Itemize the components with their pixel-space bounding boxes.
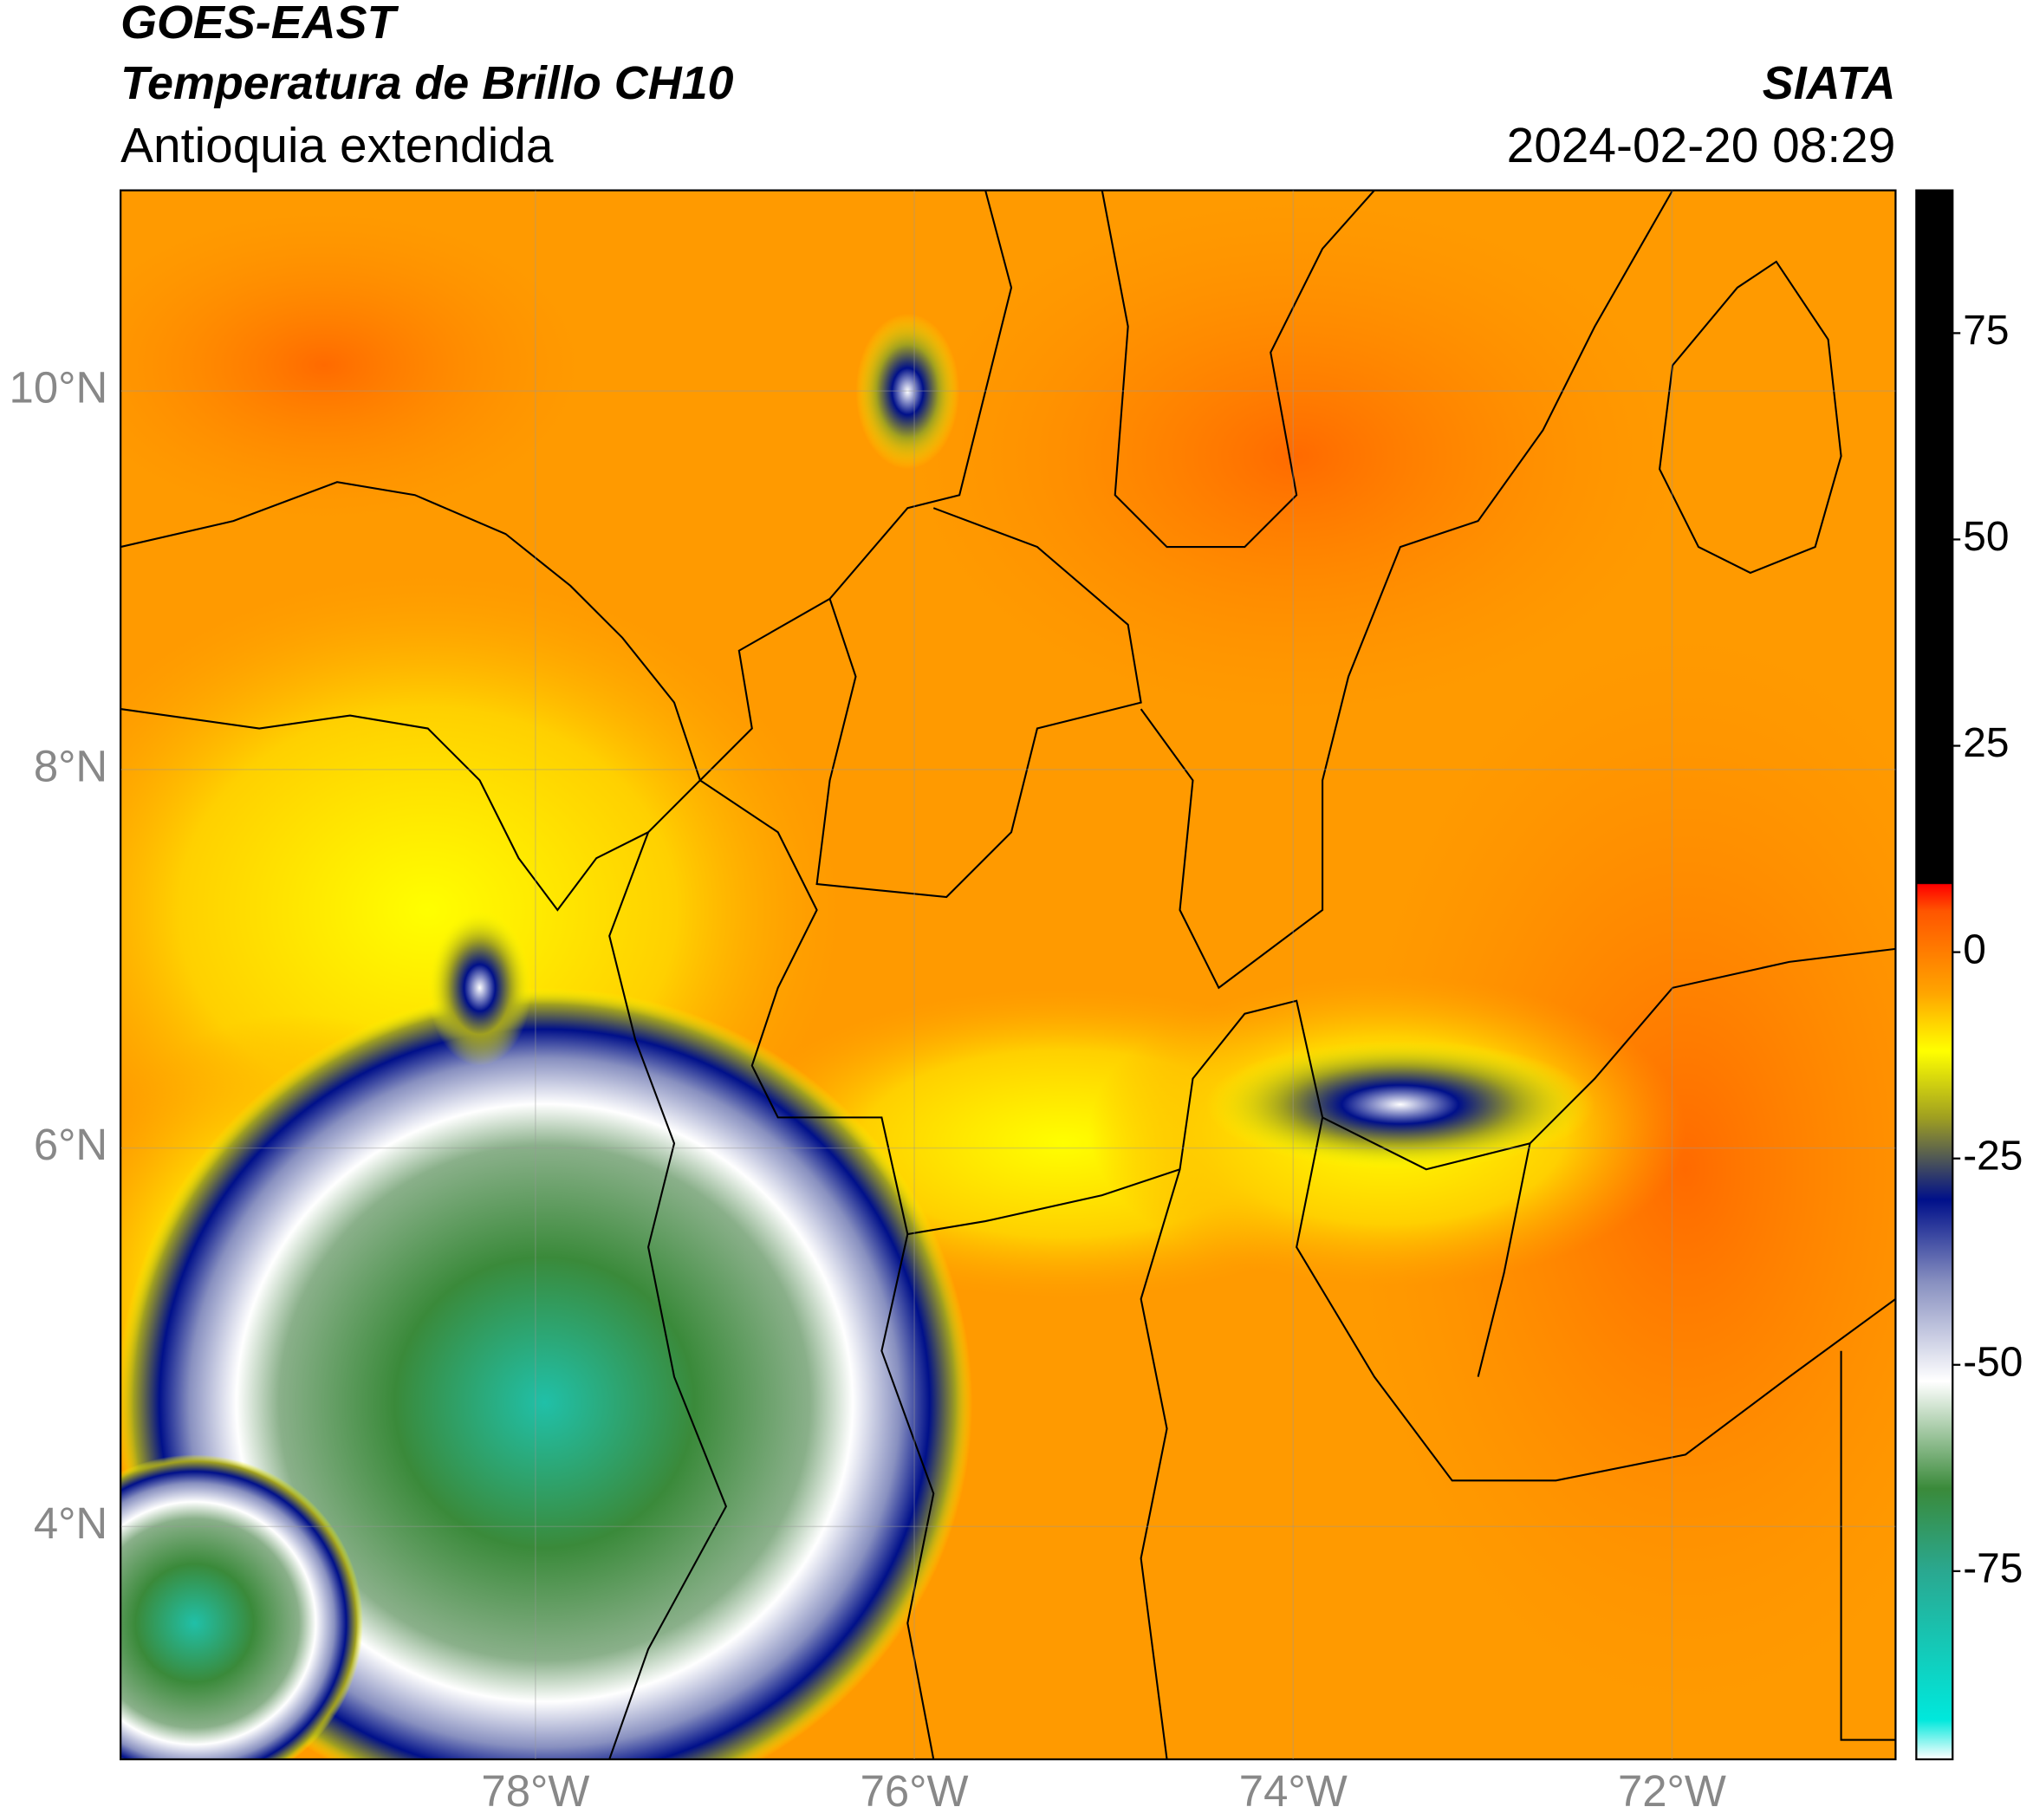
map-frame	[120, 189, 1897, 1761]
colorbar-tick-label: 50	[1963, 514, 2009, 560]
lon-tick-label: 76°W	[861, 1766, 969, 1816]
product-title: Temperatura de Brillo CH10	[120, 57, 733, 109]
colorbar-tick-label: 25	[1963, 720, 2009, 766]
colorbar	[1915, 189, 1954, 1761]
colorbar-tick-label: 75	[1963, 308, 2009, 354]
colorbar-tick-label: -25	[1963, 1133, 2023, 1179]
lat-tick-label: 4°N	[34, 1498, 107, 1548]
lat-tick-label: 10°N	[10, 363, 108, 413]
region-title: Antioquia extendida	[120, 119, 554, 173]
lat-tick-label: 8°N	[34, 741, 107, 790]
satellite-title: GOES-EAST	[120, 0, 399, 49]
lon-tick-label: 74°W	[1239, 1766, 1348, 1816]
lon-tick-label: 78°W	[481, 1766, 589, 1816]
colorbar-tick-label: -50	[1963, 1339, 2023, 1385]
borders	[120, 190, 1896, 1759]
lon-tick-label: 72°W	[1618, 1766, 1726, 1816]
lat-tick-label: 6°N	[34, 1120, 107, 1169]
datetime-label: 2024-02-20 08:29	[1507, 119, 1896, 173]
colorbar-tick-label: -75	[1963, 1546, 2023, 1592]
source-label: SIATA	[1763, 57, 1896, 109]
colorbar-tick-label: 0	[1963, 926, 1986, 972]
satellite-image	[120, 190, 1896, 1759]
